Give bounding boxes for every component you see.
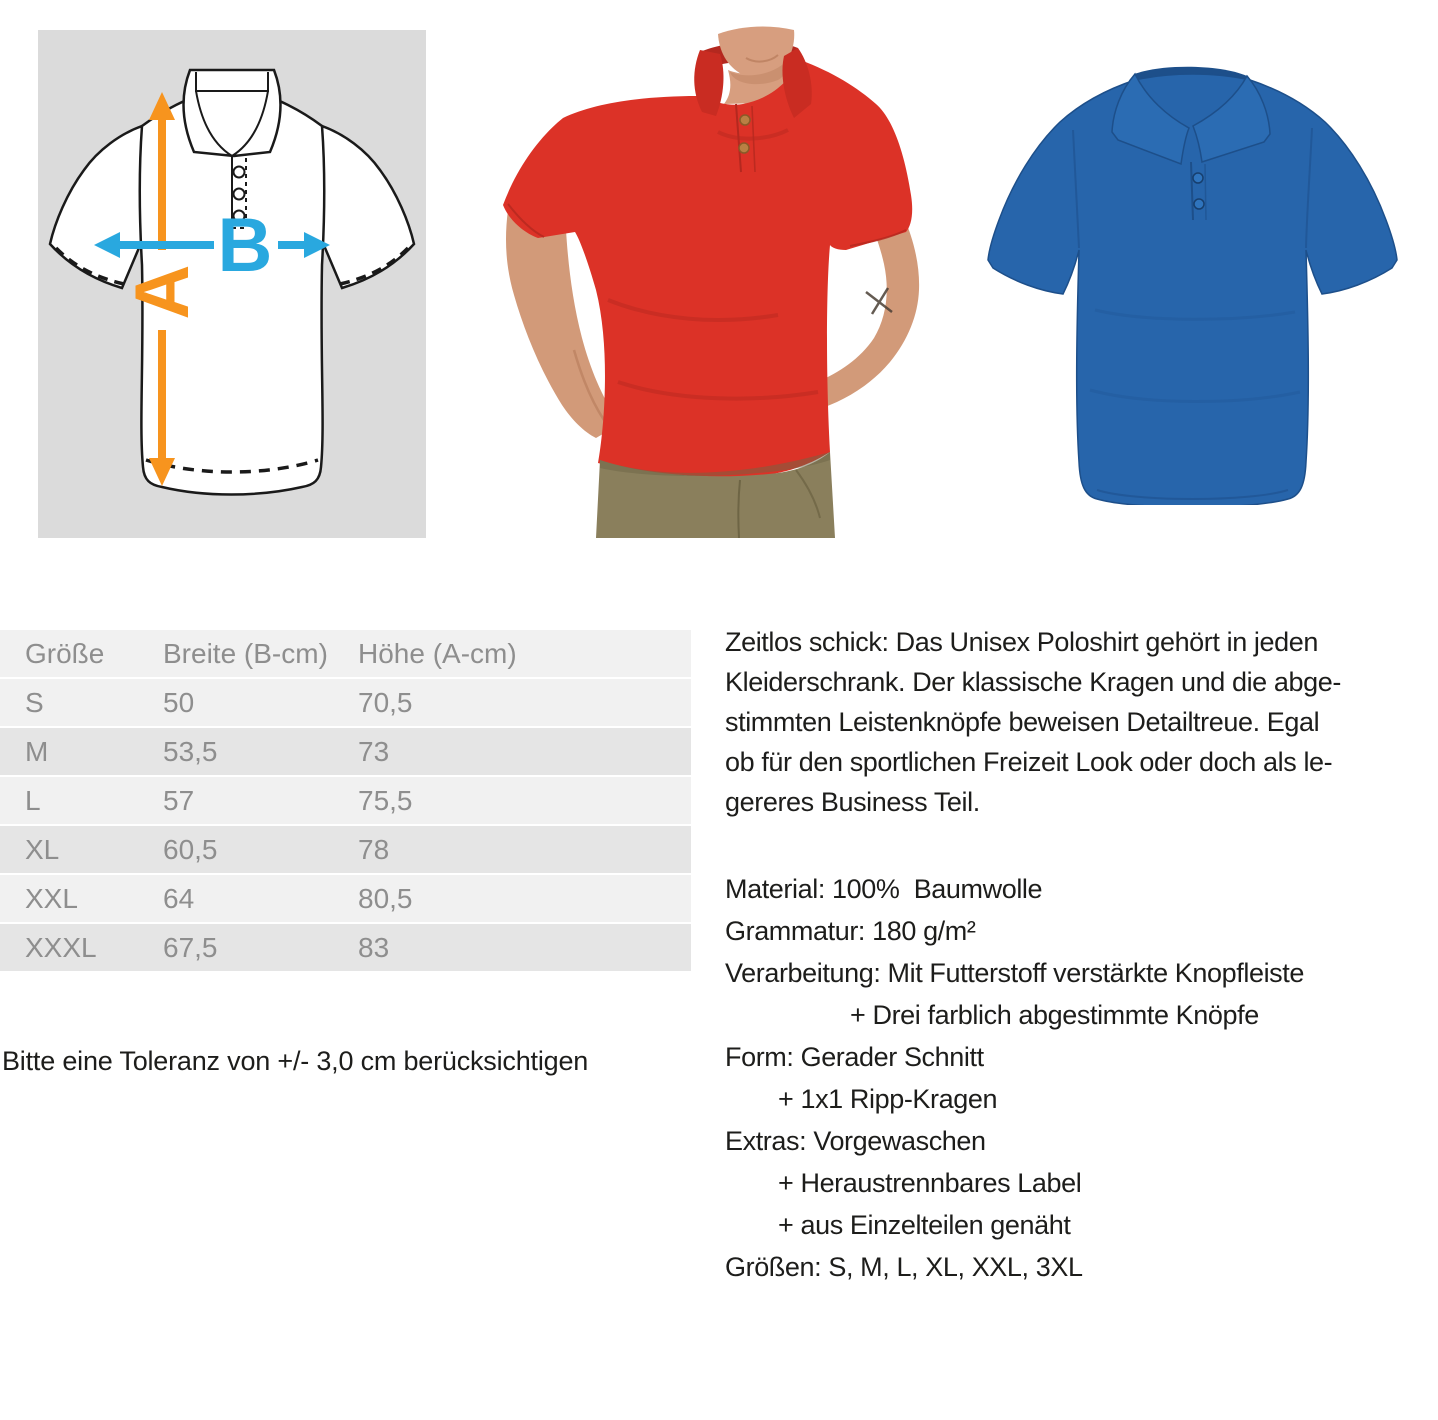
- cell-size: XXXL: [25, 931, 97, 963]
- spec-extras-seams: + aus Einzelteilen genäht: [778, 1210, 1071, 1240]
- red-collar-flaps: [694, 48, 812, 118]
- intro-line: Kleiderschrank. Der klassische Kragen un…: [725, 667, 1341, 697]
- spec-groessen: Größen: S, M, L, XL, XXL, 3XL: [725, 1252, 1083, 1282]
- measure-label-b: B: [218, 203, 273, 288]
- table-row-xxxl: XXXL 67,5 83: [0, 924, 691, 973]
- cell-breite: 50: [163, 686, 195, 718]
- cell-size: M: [25, 735, 49, 767]
- spec-form: Form: Gerader Schnitt: [725, 1042, 984, 1072]
- polo-button: [739, 114, 751, 126]
- cell-hoehe: 83: [358, 931, 390, 963]
- cell-hoehe: 73: [358, 735, 390, 767]
- description-intro: Zeitlos schick: Das Unisex Poloshirt geh…: [725, 622, 1435, 822]
- cell-size: XL: [25, 833, 60, 865]
- polo-button: [1193, 198, 1205, 210]
- red-polo-model-illustration: [503, 26, 920, 539]
- cell-breite: 57: [163, 784, 195, 816]
- forearm-tattoo: [865, 287, 893, 315]
- blue-shirt-seams: [1072, 127, 1313, 500]
- size-table-header-row: Größe Breite (B-cm) Höhe (A-cm): [0, 630, 691, 679]
- product-photo-blue-polo: [985, 60, 1400, 505]
- polo-button: [1192, 172, 1204, 184]
- table-row-xxl: XXL 64 80,5: [0, 875, 691, 924]
- cell-breite: 67,5: [163, 931, 218, 963]
- spec-form-extra: + 1x1 Ripp-Kragen: [778, 1084, 998, 1114]
- intro-line: stimmten Leistenknöpfe beweisen Detailtr…: [725, 707, 1320, 737]
- cell-breite: 60,5: [163, 833, 218, 865]
- table-row-xl: XL 60,5 78: [0, 826, 691, 875]
- placket: [231, 156, 247, 229]
- cell-size: S: [25, 686, 44, 718]
- spec-extras-label: + Heraustrennbares Label: [778, 1168, 1082, 1198]
- blue-shirt-folds: [1089, 308, 1301, 404]
- intro-line: gereres Business Teil.: [725, 787, 980, 817]
- model-face-neck: [718, 26, 798, 104]
- size-table: Größe Breite (B-cm) Höhe (A-cm) S 50 70,…: [0, 630, 691, 973]
- intro-line: ob für den sportlichen Freizeit Look ode…: [725, 747, 1333, 777]
- blue-polo-illustration: [987, 66, 1398, 505]
- description-specs: Material: 100% Baumwolle Grammatur: 180 …: [725, 868, 1435, 1288]
- model-photo-red-polo: [478, 0, 963, 540]
- blue-placket: [1190, 161, 1207, 221]
- size-diagram-illustration: A B: [38, 30, 426, 538]
- spec-material: Material: 100% Baumwolle: [725, 874, 1043, 904]
- intro-line: Zeitlos schick: Das Unisex Poloshirt geh…: [725, 627, 1318, 657]
- product-description: Zeitlos schick: Das Unisex Poloshirt geh…: [725, 622, 1435, 1288]
- cell-breite: 53,5: [163, 735, 218, 767]
- cell-breite: 64: [163, 882, 195, 914]
- red-placket: [735, 103, 756, 173]
- cell-hoehe: 78: [358, 833, 390, 865]
- measure-arrow-a: A: [120, 92, 205, 486]
- spec-verarbeitung-extra: + Drei farblich abgestimmte Knöpfe: [850, 1000, 1259, 1030]
- table-row-m: M 53,5 73: [0, 728, 691, 777]
- cell-size: XXL: [25, 882, 78, 914]
- tolerance-note: Bitte eine Toleranz von +/- 3,0 cm berüc…: [2, 1046, 589, 1076]
- blue-collar-flaps: [1111, 72, 1271, 166]
- blue-polo-body: [987, 73, 1398, 505]
- model-pants: [596, 452, 835, 539]
- measure-label-a: A: [120, 265, 205, 320]
- model-arms: [506, 210, 920, 438]
- spec-extras: Extras: Vorgewaschen: [725, 1126, 986, 1156]
- polo-button: [738, 142, 750, 154]
- cell-size: L: [25, 784, 41, 816]
- col-header-breite: Breite (B-cm): [163, 637, 328, 669]
- size-measurement-diagram: A B: [38, 30, 426, 538]
- cell-hoehe: 70,5: [358, 686, 413, 718]
- red-polo-torso: [503, 60, 913, 477]
- table-row-l: L 57 75,5: [0, 777, 691, 826]
- spec-grammatur: Grammatur: 180 g/m²: [725, 916, 976, 946]
- measure-arrow-b: B: [94, 203, 330, 288]
- col-header-hoehe: Höhe (A-cm): [358, 637, 517, 669]
- spec-verarbeitung: Verarbeitung: Mit Futterstoff verstärkte…: [725, 958, 1304, 988]
- cell-hoehe: 75,5: [358, 784, 413, 816]
- cell-hoehe: 80,5: [358, 882, 413, 914]
- col-header-groesse: Größe: [25, 637, 105, 669]
- table-row-s: S 50 70,5: [0, 679, 691, 728]
